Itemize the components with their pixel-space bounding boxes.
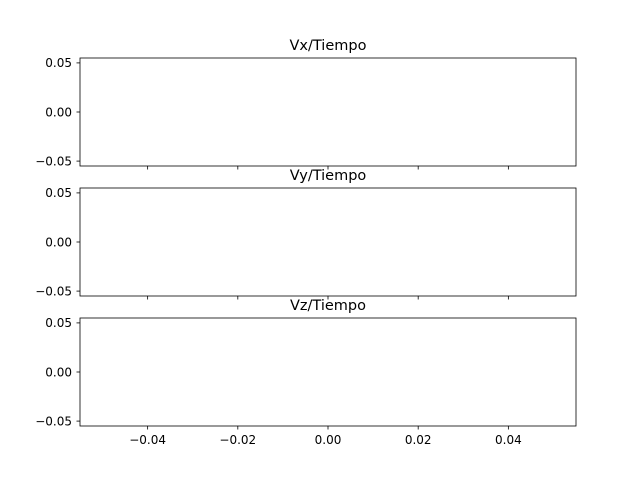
- axes-frame: [79, 317, 577, 427]
- y-tick-label: 0.05: [45, 186, 72, 200]
- x-tick-label: 0.04: [495, 433, 522, 447]
- x-tick-label: −0.02: [219, 433, 256, 447]
- y-tick-label: −0.05: [35, 154, 72, 168]
- subplot-title: Vy/Tiempo: [290, 168, 367, 184]
- x-tick-label: 0.02: [405, 433, 432, 447]
- subplot-1: Vx/Tiempo −0.05 0.00 0.05: [35, 38, 577, 170]
- x-tick-label: 0.00: [315, 433, 342, 447]
- x-tick-label: −0.04: [129, 433, 166, 447]
- y-tick-label: −0.05: [35, 284, 72, 298]
- y-tick-label: 0.05: [45, 316, 72, 330]
- subplot-3: Vz/Tiempo −0.05 0.00 0.05 −0.04 −0.02 0.00 0.02…: [35, 298, 577, 447]
- y-tick-label: 0.00: [45, 365, 72, 379]
- subplot-2: Vy/Tiempo −0.05 0.00 0.05: [35, 168, 577, 300]
- y-tick-label: 0.05: [45, 56, 72, 70]
- axes-frame: [79, 187, 577, 297]
- y-tick-label: 0.00: [45, 235, 72, 249]
- y-tick-label: 0.00: [45, 105, 72, 119]
- axes-frame: [79, 57, 577, 167]
- y-tick-label: −0.05: [35, 414, 72, 428]
- subplot-title: Vz/Tiempo: [290, 298, 366, 314]
- subplot-title: Vx/Tiempo: [290, 38, 367, 54]
